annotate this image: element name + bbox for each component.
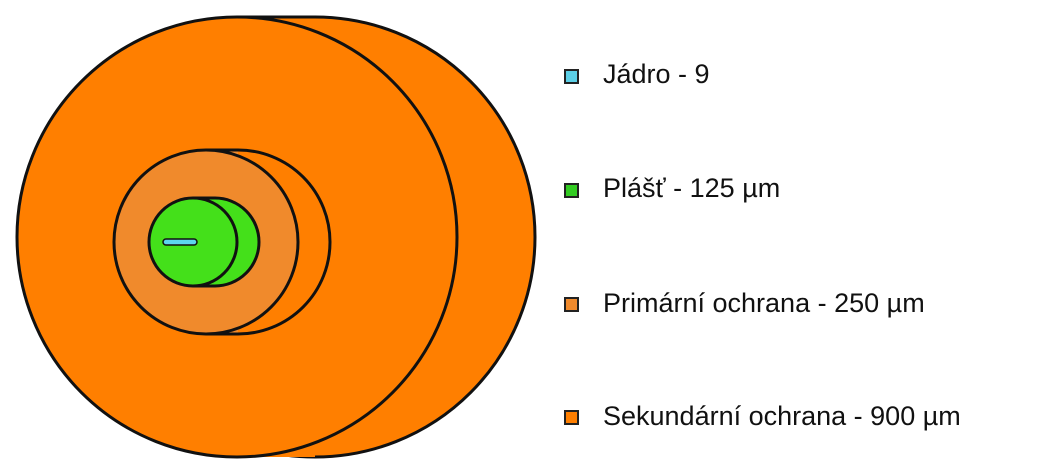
legend-swatch: [564, 410, 579, 425]
legend-swatch: [564, 183, 579, 198]
fiber-cross-section: [15, 15, 537, 459]
legend: Jádro - 9 Plášť - 125 µm Primární ochran…: [564, 59, 961, 431]
legend-label: Plášť - 125 µm: [603, 173, 780, 203]
core: [162, 238, 198, 246]
legend-label: Sekundární ochrana - 900 µm: [603, 401, 961, 431]
legend-label: Jádro - 9: [603, 59, 710, 89]
legend-swatch: [564, 69, 579, 84]
legend-swatch: [564, 297, 579, 312]
legend-label: Primární ochrana - 250 µm: [603, 288, 925, 318]
